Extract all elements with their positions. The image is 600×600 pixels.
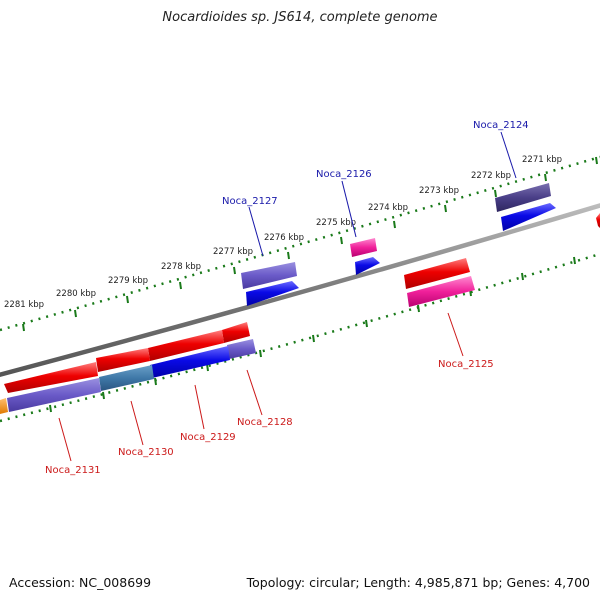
tick-label-2271: 2271 kbp <box>522 155 562 165</box>
gene-noca-2129[interactable] <box>148 330 230 378</box>
label-noca-2126[interactable]: Noca_2126 <box>316 169 372 180</box>
leader-noca-2131 <box>58 417 72 462</box>
genome-backbone <box>0 203 600 377</box>
topology-text: Topology: circular; Length: 4,985,871 bp… <box>246 575 590 590</box>
gene-noca-2126[interactable] <box>350 238 380 275</box>
tick-label-2273: 2273 kbp <box>419 186 459 196</box>
label-noca-2130[interactable]: Noca_2130 <box>118 447 174 458</box>
gene-noca-2124[interactable] <box>495 183 556 231</box>
leader-noca-2129 <box>194 384 205 430</box>
tick-label-2274: 2274 kbp <box>368 203 408 213</box>
leader-noca-2125 <box>447 312 464 357</box>
tick-label-2280: 2280 kbp <box>56 289 96 299</box>
tick-label-2277: 2277 kbp <box>213 247 253 257</box>
leader-noca-2126 <box>341 180 357 238</box>
gene-noca-2130[interactable] <box>96 348 154 391</box>
gene-noca-2131[interactable] <box>4 362 101 412</box>
gene-left-edge[interactable] <box>0 398 8 414</box>
map-title: Nocardioides sp. JS614, complete genome <box>162 10 438 25</box>
tick-label-2279: 2279 kbp <box>108 276 148 286</box>
tick-label-2276: 2276 kbp <box>264 233 304 243</box>
label-noca-2131[interactable]: Noca_2131 <box>45 465 101 476</box>
lower-scale-ring <box>0 252 600 423</box>
lower-major-ticks <box>49 256 576 413</box>
upper-scale-ring <box>0 155 600 332</box>
label-noca-2129[interactable]: Noca_2129 <box>180 432 236 443</box>
gene-noca-2127[interactable] <box>241 262 299 306</box>
leader-noca-2130 <box>130 400 144 446</box>
label-noca-2128[interactable]: Noca_2128 <box>237 417 293 428</box>
gene-noca-2128[interactable] <box>222 322 256 359</box>
tick-label-2272: 2272 kbp <box>471 171 511 181</box>
gene-noca-2125[interactable] <box>404 258 475 307</box>
tick-label-2281: 2281 kbp <box>4 300 44 310</box>
label-noca-2127[interactable]: Noca_2127 <box>222 196 278 207</box>
accession-text: Accession: NC_008699 <box>9 575 152 590</box>
tick-label-2278: 2278 kbp <box>161 262 201 272</box>
gene-right-edge[interactable] <box>596 213 600 228</box>
label-noca-2125[interactable]: Noca_2125 <box>438 359 494 370</box>
tick-label-2275: 2275 kbp <box>316 218 356 228</box>
leader-noca-2127 <box>248 206 264 257</box>
upper-major-ticks <box>22 156 598 332</box>
label-noca-2124[interactable]: Noca_2124 <box>473 120 529 131</box>
leader-noca-2128 <box>246 369 263 416</box>
leader-noca-2124 <box>500 131 517 179</box>
